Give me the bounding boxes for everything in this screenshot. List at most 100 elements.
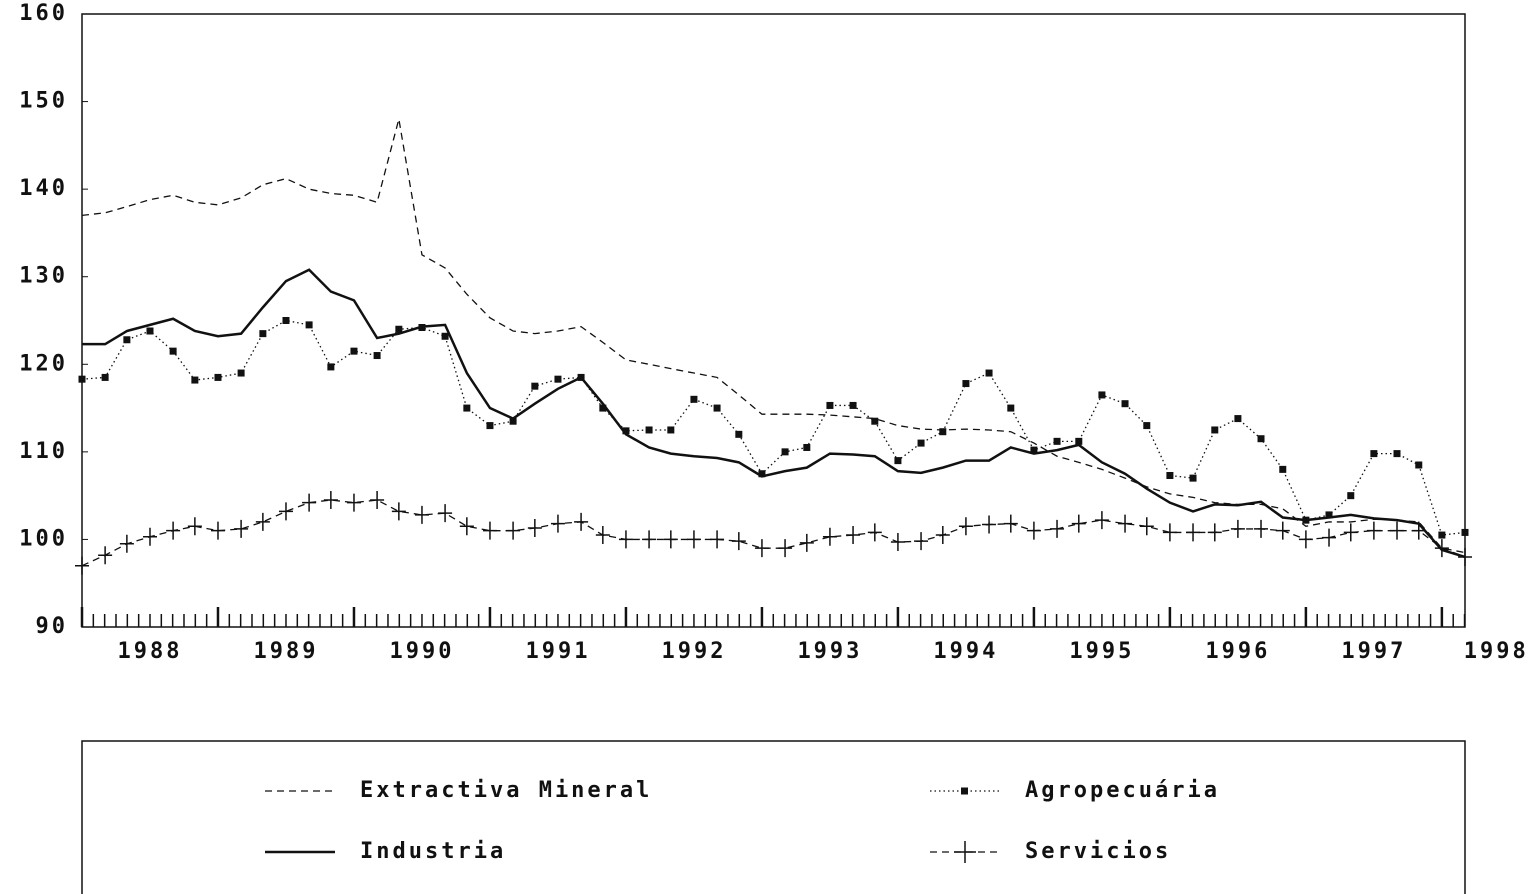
point-marker [506, 521, 521, 540]
point-marker [574, 512, 589, 531]
point-marker [414, 505, 429, 524]
point-marker [305, 321, 313, 329]
point-marker [1030, 446, 1038, 454]
point-marker [1075, 437, 1083, 445]
point-marker [486, 422, 494, 430]
point-marker [1279, 465, 1287, 473]
y-tick-label: 110 [19, 439, 68, 464]
point-marker [346, 493, 361, 512]
point-marker [75, 556, 89, 575]
point-marker [778, 539, 793, 558]
x-tick-label: 1988 [118, 639, 183, 664]
point-marker [391, 502, 406, 521]
point-marker [395, 325, 403, 333]
point-marker [894, 457, 902, 465]
point-marker [327, 363, 335, 371]
point-marker [849, 401, 857, 409]
point-marker [1026, 521, 1041, 540]
point-marker [282, 317, 290, 324]
point-marker [1415, 461, 1423, 469]
point-marker [187, 517, 202, 536]
point-marker [482, 521, 497, 540]
point-marker [846, 526, 861, 545]
point-marker [1166, 472, 1174, 480]
point-marker [731, 532, 746, 551]
point-marker [1393, 450, 1401, 458]
point-marker [1461, 528, 1469, 536]
y-tick-label: 100 [19, 526, 68, 551]
point-marker [642, 530, 657, 549]
point-marker [1366, 521, 1381, 540]
legend-label: Agropecuária [1025, 778, 1220, 803]
point-marker [822, 527, 837, 546]
point-marker [1325, 511, 1333, 519]
point-marker [1347, 492, 1355, 500]
point-marker [123, 336, 131, 344]
x-tick-label: 1994 [933, 639, 998, 664]
point-marker [645, 426, 653, 434]
legend-label: Extractiva Mineral [360, 778, 652, 803]
legend-box [81, 740, 1466, 894]
series-line [81, 118, 1466, 554]
x-tick-label: 1993 [797, 639, 862, 664]
point-marker [441, 332, 449, 340]
point-marker [255, 512, 270, 531]
x-tick-label: 1989 [253, 639, 318, 664]
point-marker [210, 521, 225, 540]
point-marker [166, 521, 181, 540]
point-marker [754, 539, 769, 558]
point-marker [146, 327, 154, 335]
point-marker [663, 530, 678, 549]
point-marker [1139, 517, 1154, 536]
x-tick-label: 1991 [525, 639, 590, 664]
point-marker [1118, 514, 1133, 533]
point-marker [438, 504, 453, 523]
point-marker [1257, 435, 1265, 443]
point-marker [1230, 519, 1245, 538]
point-marker [914, 532, 929, 551]
y-tick-label: 90 [36, 614, 69, 639]
point-marker [1211, 426, 1219, 434]
point-marker [169, 347, 177, 355]
point-marker [119, 534, 134, 553]
point-marker [237, 369, 245, 377]
point-marker [554, 375, 562, 383]
point-marker [713, 404, 721, 412]
y-tick-label: 130 [19, 264, 68, 289]
point-marker [1343, 523, 1358, 542]
x-tick-label: 1996 [1205, 639, 1270, 664]
point-marker [958, 517, 973, 536]
point-marker [1322, 528, 1337, 547]
point-marker [1007, 404, 1015, 412]
point-marker [550, 514, 565, 533]
point-marker [758, 470, 766, 478]
point-marker [214, 373, 222, 381]
point-marker [1094, 511, 1109, 530]
point-marker [1438, 531, 1446, 539]
point-marker [803, 443, 811, 451]
point-marker [618, 530, 633, 549]
point-marker [302, 493, 317, 512]
point-marker [599, 404, 607, 412]
point-marker [985, 369, 993, 377]
point-marker [1098, 391, 1106, 399]
legend-marker [954, 841, 976, 863]
point-marker [278, 502, 293, 521]
point-marker [781, 448, 789, 456]
point-marker [690, 395, 698, 403]
point-marker [463, 404, 471, 412]
point-marker [890, 533, 905, 552]
x-tick-label: 1992 [661, 639, 726, 664]
point-marker [939, 428, 947, 436]
x-tick-label: 1995 [1069, 639, 1134, 664]
x-tick-label: 1990 [389, 639, 454, 664]
point-marker [935, 526, 950, 545]
point-marker [1411, 521, 1426, 540]
point-marker [1003, 514, 1018, 533]
point-marker [982, 515, 997, 534]
y-tick-label: 120 [19, 351, 68, 376]
point-marker [1275, 521, 1290, 540]
legend-label: Servicios [1025, 839, 1171, 864]
point-marker [962, 380, 970, 388]
point-marker [667, 426, 675, 434]
